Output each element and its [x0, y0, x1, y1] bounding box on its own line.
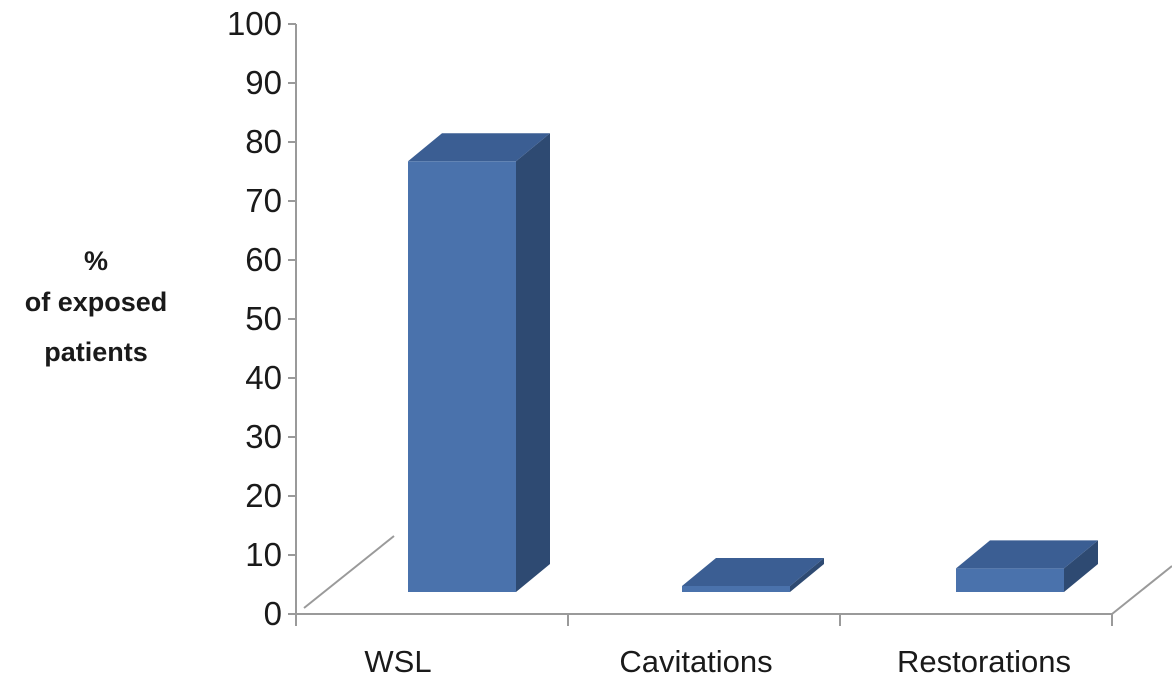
bar-top-face — [956, 540, 1098, 569]
y-axis-label-line: of exposed — [25, 287, 168, 317]
y-tick-label: 80 — [245, 123, 282, 160]
y-axis-label: % of exposed patients — [25, 246, 168, 367]
x-category-label: Restorations — [897, 644, 1071, 677]
floor-right-edge — [1111, 565, 1172, 615]
y-tick-label: 60 — [245, 241, 282, 278]
y-axis-label-line: % — [84, 246, 108, 276]
bar-front-face — [682, 586, 790, 592]
y-axis-ticks: 0 10 20 30 40 50 60 70 80 90 100 — [227, 5, 282, 632]
y-tick-label: 10 — [245, 536, 282, 573]
bar-side-face — [790, 558, 824, 592]
y-tick-label: 90 — [245, 64, 282, 101]
bar-cavitations — [682, 558, 824, 592]
y-tick-label: 0 — [264, 595, 282, 632]
bar-restorations — [956, 540, 1098, 592]
floor-left-edge — [303, 535, 395, 609]
bar-front-face — [408, 161, 516, 593]
bars — [408, 133, 1098, 593]
bar-top-face — [682, 558, 824, 586]
y-tick-label: 20 — [245, 477, 282, 514]
bar-wsl — [408, 133, 550, 593]
y-tick-label: 50 — [245, 300, 282, 337]
bar-top-face — [408, 133, 550, 162]
axes — [288, 23, 1172, 626]
y-axis-label-line: patients — [44, 337, 148, 367]
y-tick-label: 30 — [245, 418, 282, 455]
bar-side-face — [516, 133, 550, 593]
bar-front-face — [956, 568, 1064, 592]
bar-side-face — [1064, 540, 1098, 592]
x-category-label: Cavitations — [619, 644, 772, 677]
y-tick-label: 70 — [245, 182, 282, 219]
x-category-label: WSL — [364, 644, 431, 677]
y-tick-label: 100 — [227, 5, 282, 42]
y-tick-label: 40 — [245, 359, 282, 396]
x-axis-categories: WSL Cavitations Restorations — [364, 644, 1071, 677]
